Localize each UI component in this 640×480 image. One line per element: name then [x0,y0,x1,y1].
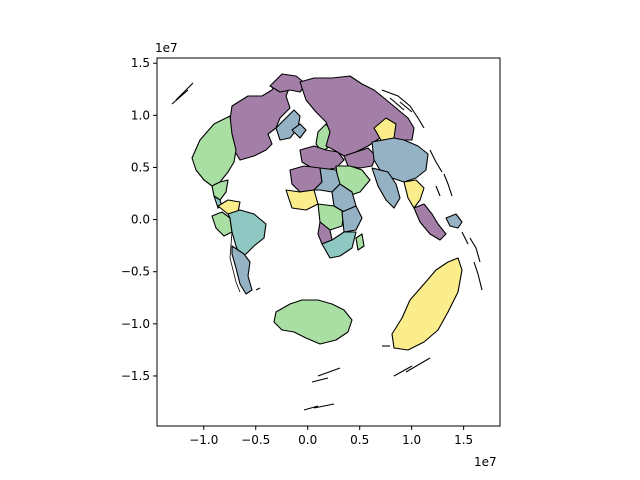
region-united-states [191,115,237,187]
region-alaska-strip [171,82,194,105]
y-tick-label: −1.5 [121,369,150,383]
region-new-guinea [445,213,463,229]
y-tick-label: 1.0 [131,108,150,122]
region-antarctic-islands [303,367,341,411]
x-axis: −1.0 −0.5 0.0 0.5 1.0 1.5 [189,426,473,447]
region-australia [391,257,463,351]
y-axis: −1.5 −1.0 −0.5 0.0 0.5 1.0 1.5 [121,56,157,383]
axes-frame [156,57,501,427]
x-offset-label: 1e7 [474,455,497,469]
x-tick-label: 0.5 [350,433,369,447]
y-tick-label: 1.5 [131,56,150,70]
region-argentina [231,245,253,295]
region-south-africa [321,231,357,259]
region-libya [313,167,341,193]
region-madagascar [355,233,365,251]
region-nordic-island [291,123,307,139]
region-antarctica [273,299,353,345]
y-tick-label: 0.0 [131,213,150,227]
x-tick-label: −0.5 [241,433,270,447]
region-india [371,167,401,209]
y-tick-label: 0.5 [131,160,150,174]
region-japan [429,149,453,197]
region-russia-arctic-coast [381,89,425,129]
region-new-zealand [393,357,431,377]
x-tick-label: 1.5 [454,433,473,447]
region-europe [299,145,345,171]
y-tick-label: −0.5 [121,265,150,279]
region-brazil [227,209,267,257]
y-offset-label: 1e7 [155,41,178,55]
region-mongolia [373,117,397,143]
region-falklands [255,287,261,291]
y-tick-label: −1.0 [121,317,150,331]
region-pacific-islands [461,231,483,291]
x-tick-label: −1.0 [189,433,218,447]
region-colombia [217,199,241,215]
region-east-africa [341,205,363,233]
region-indonesia [413,203,447,241]
map-layer [171,73,483,411]
x-tick-label: 0.0 [298,433,317,447]
x-tick-label: 1.0 [402,433,421,447]
region-chile-border [229,231,241,293]
region-southeast-asia [403,179,425,209]
